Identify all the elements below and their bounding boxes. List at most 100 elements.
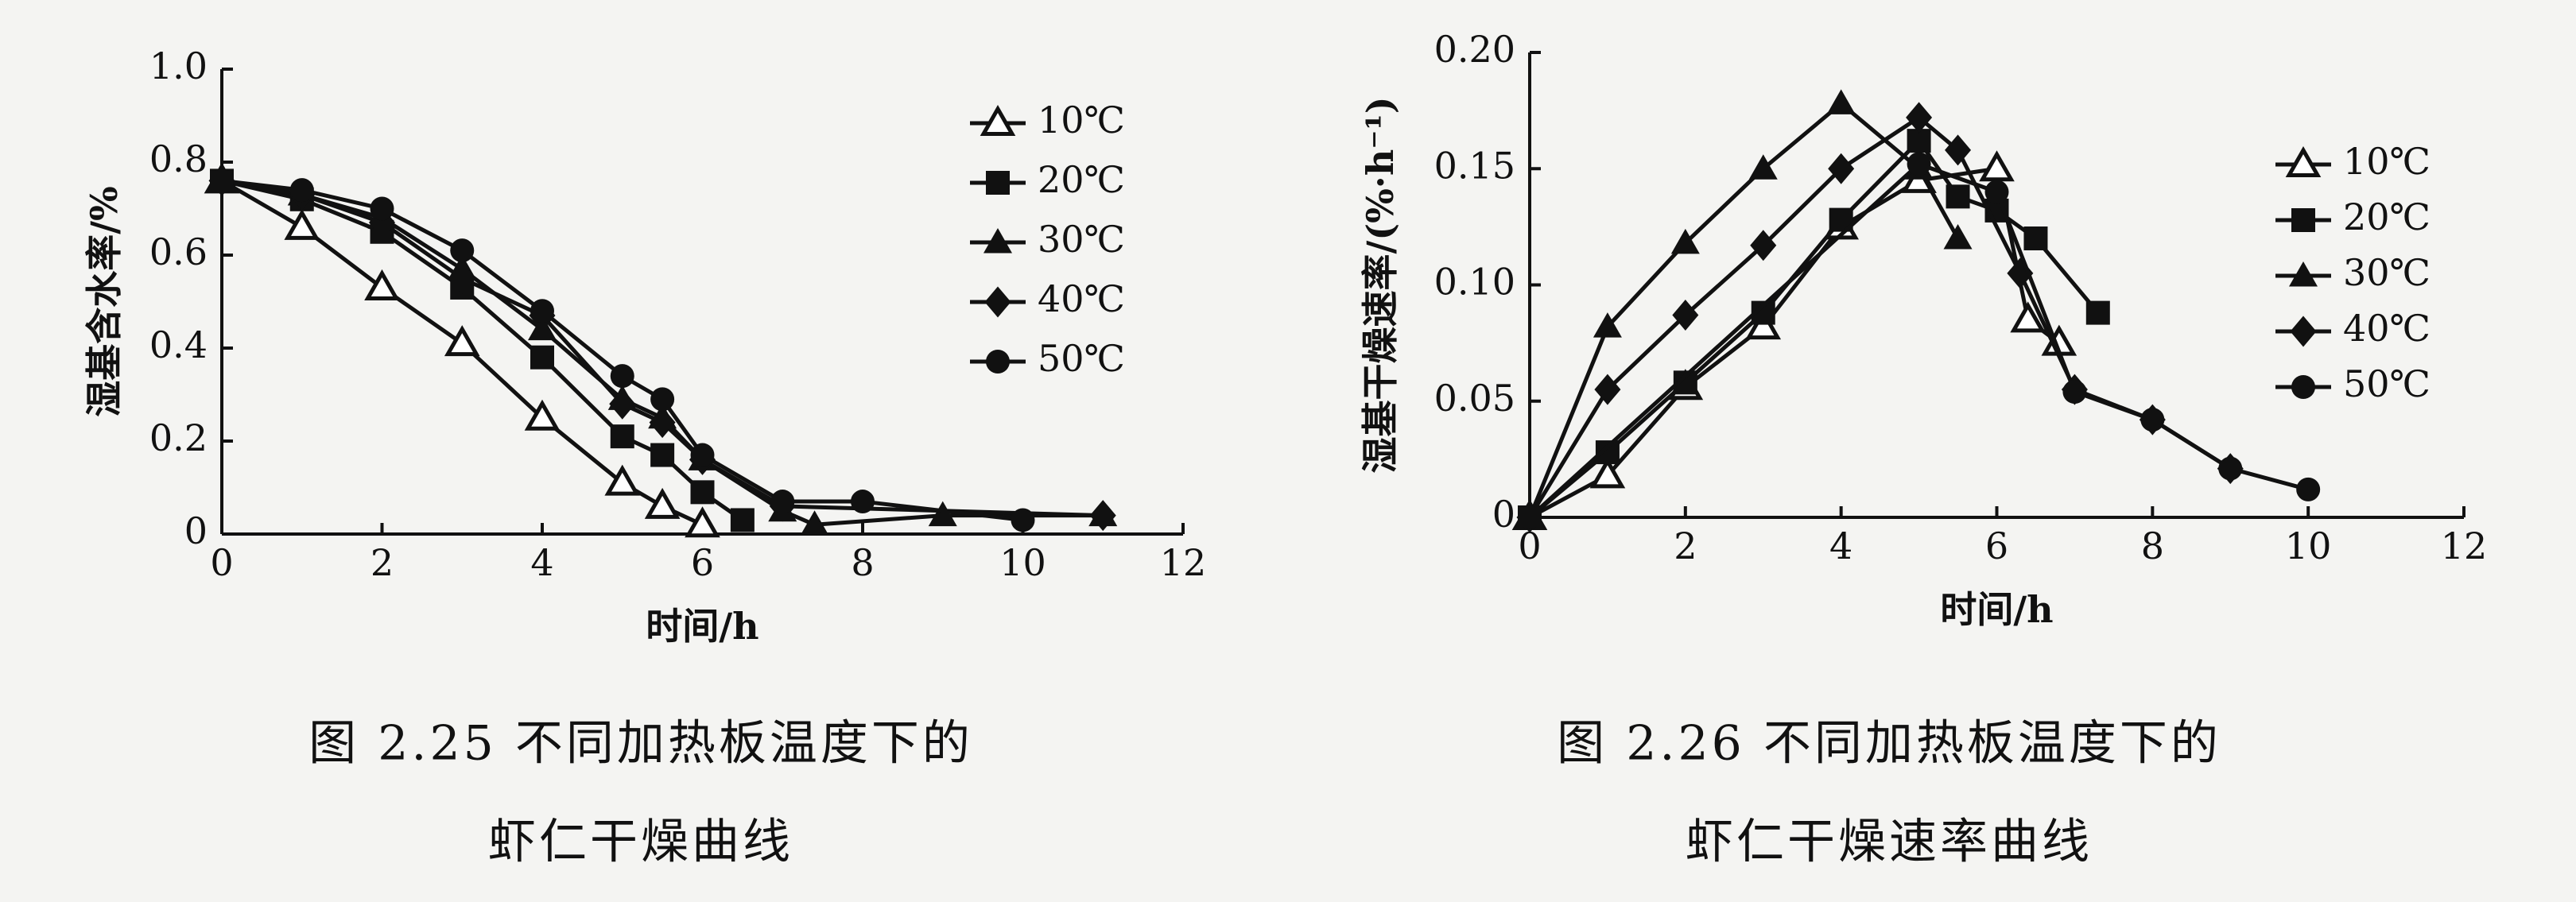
legend-marker	[2285, 145, 2322, 177]
y-tick-label: 0.4	[149, 323, 208, 366]
legend-label: 50℃	[2343, 362, 2431, 405]
marker	[650, 443, 675, 467]
y-tick-label: 0.05	[1434, 377, 1515, 420]
legend-marker	[2290, 316, 2317, 347]
marker	[530, 345, 554, 370]
x-tick-label: 12	[2441, 525, 2488, 567]
x-axis-title: 时间/h	[646, 605, 758, 648]
marker	[730, 508, 755, 532]
legend-marker	[2289, 261, 2318, 287]
marker	[650, 387, 675, 412]
marker	[364, 269, 400, 300]
x-tick-label: 12	[1160, 541, 1207, 584]
series-line	[1528, 138, 2100, 519]
marker	[851, 490, 875, 514]
marker	[604, 464, 641, 496]
x-tick-label: 8	[851, 541, 874, 584]
y-tick-label: 0	[1492, 493, 1515, 536]
y-axis-title: 湿基含水率/%	[83, 186, 126, 417]
marker	[2062, 380, 2087, 405]
marker	[1593, 312, 1622, 338]
marker	[928, 501, 957, 527]
legend-label: 10℃	[1038, 99, 1125, 141]
marker	[1089, 500, 1116, 532]
x-tick-label: 4	[530, 541, 553, 584]
marker	[1594, 374, 1621, 405]
legend-marker	[986, 350, 1010, 374]
caption: 图 2.26 不同加热板温度下的	[1557, 716, 2221, 772]
y-tick-label: 0.8	[149, 137, 208, 180]
marker	[649, 407, 676, 439]
legend-marker	[980, 104, 1016, 136]
legend-label: 20℃	[1038, 158, 1125, 201]
legend-label: 50℃	[1038, 337, 1125, 380]
marker	[1672, 300, 1699, 331]
x-tick-label: 6	[691, 541, 714, 584]
marker	[690, 480, 715, 505]
y-tick-label: 0	[184, 509, 208, 552]
marker	[610, 424, 634, 449]
marker	[2218, 456, 2243, 481]
caption: 图 2.25 不同加热板温度下的	[308, 716, 973, 772]
marker	[2085, 300, 2110, 325]
marker	[289, 178, 314, 203]
marker	[530, 299, 554, 323]
x-tick-label: 6	[1985, 525, 2008, 567]
legend-marker	[983, 228, 1012, 254]
x-tick-label: 10	[999, 541, 1046, 584]
marker	[1946, 184, 1970, 209]
marker	[1906, 102, 1933, 134]
x-tick-label: 0	[210, 541, 233, 584]
x-tick-label: 8	[2141, 525, 2164, 567]
x-tick-label: 10	[2285, 525, 2332, 567]
legend-label: 40℃	[2343, 307, 2431, 350]
y-tick-label: 0.6	[149, 230, 208, 273]
marker	[450, 238, 475, 263]
x-axis-title: 时间/h	[1940, 588, 2053, 631]
legend-marker	[2291, 208, 2315, 232]
marker	[690, 443, 715, 467]
x-tick-label: 4	[1829, 525, 1852, 567]
legend-label: 10℃	[2343, 140, 2431, 183]
legend-marker	[986, 171, 1010, 195]
marker	[2010, 301, 2046, 333]
marker	[2023, 226, 2048, 250]
marker	[610, 364, 634, 389]
legend-label: 30℃	[2343, 251, 2431, 294]
y-tick-label: 0.15	[1434, 144, 1515, 187]
marker	[800, 510, 829, 536]
marker	[1011, 508, 1035, 532]
legend-marker	[2291, 375, 2315, 399]
marker	[1984, 180, 2009, 204]
y-axis-title: 湿基干燥速率/(%·h⁻¹)	[1359, 97, 1402, 474]
marker	[1589, 457, 1626, 489]
marker	[1748, 154, 1778, 180]
marker	[2140, 408, 2165, 432]
marker	[370, 196, 394, 221]
x-tick-label: 2	[1674, 525, 1697, 567]
legend-label: 30℃	[1038, 218, 1125, 261]
legend-label: 40℃	[1038, 277, 1125, 320]
x-tick-label: 2	[370, 541, 394, 584]
marker	[1943, 224, 1973, 250]
marker	[1907, 152, 1931, 176]
legend-label: 20℃	[2343, 195, 2431, 238]
marker	[1518, 505, 1542, 529]
caption: 虾仁干燥速率曲线	[1686, 815, 2093, 870]
y-tick-label: 1.0	[149, 45, 208, 87]
marker	[1828, 153, 1855, 184]
marker	[1979, 150, 2015, 182]
marker	[284, 208, 320, 240]
y-tick-label: 0.10	[1434, 261, 1515, 304]
marker	[1670, 228, 1700, 254]
y-tick-label: 0.20	[1434, 28, 1515, 71]
marker	[609, 388, 636, 420]
marker	[210, 168, 234, 193]
marker	[644, 487, 681, 519]
marker	[524, 399, 561, 431]
series-line	[221, 178, 1104, 518]
marker	[2296, 477, 2321, 501]
legend-marker	[984, 286, 1011, 318]
marker	[444, 325, 480, 357]
